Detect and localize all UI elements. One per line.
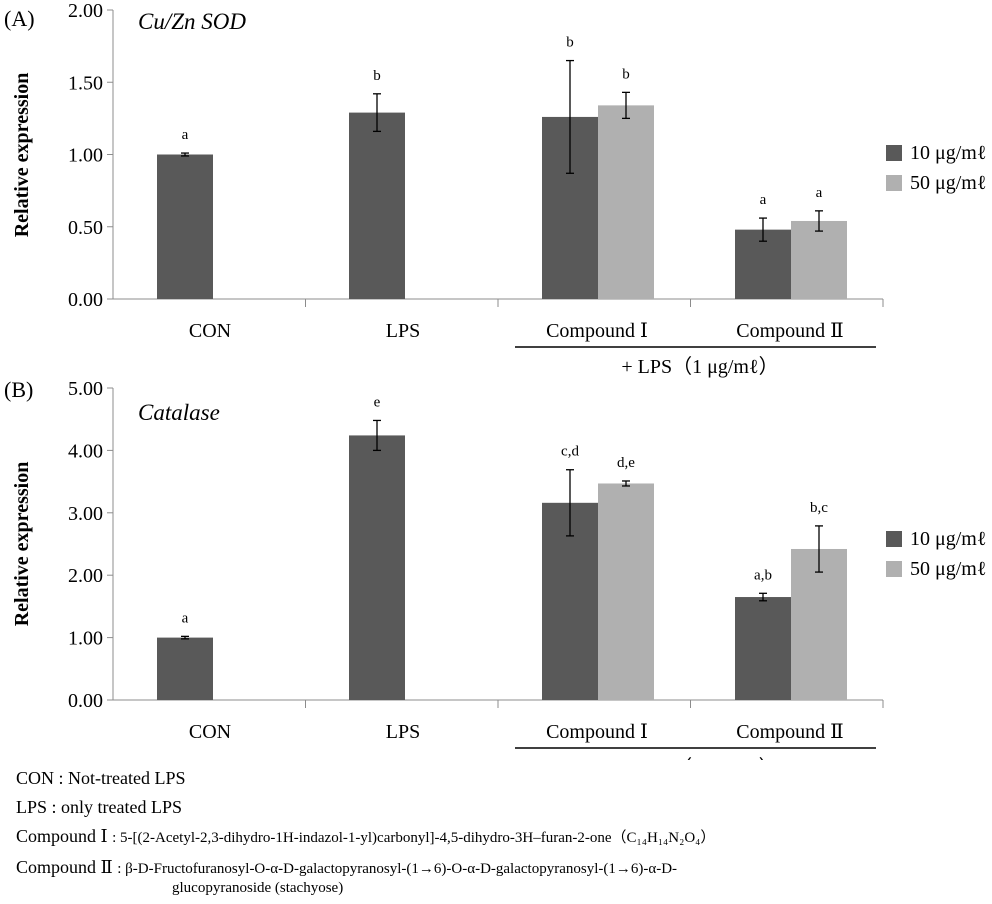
note-term: CON bbox=[16, 768, 55, 788]
significance-label: a bbox=[760, 192, 767, 208]
y-tick-label: 1.00 bbox=[68, 628, 103, 650]
bar bbox=[598, 483, 654, 700]
significance-label: b bbox=[622, 66, 630, 82]
footnotes: CON : Not-treated LPS LPS : only treated… bbox=[16, 764, 715, 898]
note-term: LPS bbox=[16, 797, 48, 817]
legend-panel-b: 10 μg/mℓ 50 μg/mℓ bbox=[886, 526, 986, 582]
panel-label: (B) bbox=[4, 377, 33, 402]
significance-label: b,c bbox=[810, 500, 828, 516]
significance-label: b bbox=[373, 68, 381, 84]
bar bbox=[349, 435, 405, 700]
significance-label: a bbox=[816, 185, 823, 201]
y-tick-label: 0.50 bbox=[68, 217, 103, 239]
x-tick-label: Compound Ⅰ bbox=[546, 320, 648, 342]
legend-swatch-10 bbox=[886, 531, 902, 547]
bar bbox=[791, 548, 847, 700]
note-con: CON : Not-treated LPS bbox=[16, 764, 715, 793]
legend-label-50: 50 μg/mℓ bbox=[910, 171, 987, 194]
y-axis-label: Relative expression bbox=[11, 462, 33, 627]
y-tick-label: 2.00 bbox=[68, 565, 103, 587]
chart-figure: (A) Cu/Zn SOD Relative expression 0.00 0.50 1… bbox=[4, 0, 884, 760]
note-def: : Not-treated LPS bbox=[58, 768, 186, 788]
legend-item-10: 10 μg/mℓ bbox=[886, 140, 986, 166]
note-compound-2-cont: glucopyranoside (stachyose) bbox=[172, 880, 344, 896]
group-label: + LPS（1 μg/mℓ） bbox=[621, 756, 778, 760]
significance-label: a,b bbox=[754, 567, 772, 583]
note-compound-2: Compound Ⅱ : β-D-Fructofuranosyl-O-α-D-g… bbox=[16, 853, 715, 884]
chart-title: Catalase bbox=[138, 400, 220, 425]
x-tick-label: Compound Ⅰ bbox=[546, 721, 648, 743]
legend-label-50: 50 μg/mℓ bbox=[910, 557, 987, 580]
y-tick-label: 5.00 bbox=[68, 378, 103, 400]
significance-label: b bbox=[566, 35, 574, 51]
y-tick-label: 1.50 bbox=[68, 72, 103, 94]
panel-label: (A) bbox=[4, 6, 35, 31]
y-tick-label: 3.00 bbox=[68, 503, 103, 525]
y-tick-label: 1.00 bbox=[68, 145, 103, 167]
bar bbox=[791, 220, 847, 299]
bar bbox=[735, 597, 791, 700]
legend-swatch-10 bbox=[886, 145, 902, 161]
significance-label: e bbox=[374, 394, 381, 410]
legend-label-10: 10 μg/mℓ bbox=[910, 527, 987, 550]
x-tick-label: LPS bbox=[386, 721, 420, 743]
significance-label: d,e bbox=[617, 455, 635, 471]
note-def: : 5-[(2-Acetyl-2,3-dihydro-1H-indazol-1-… bbox=[112, 830, 716, 846]
legend-item-10: 10 μg/mℓ bbox=[886, 526, 986, 552]
significance-label: a bbox=[182, 610, 189, 626]
chart-title: Cu/Zn SOD bbox=[138, 9, 246, 34]
legend-swatch-50 bbox=[886, 175, 902, 191]
x-tick-label: Compound Ⅱ bbox=[736, 721, 844, 743]
legend-swatch-50 bbox=[886, 561, 902, 577]
legend-label-10: 10 μg/mℓ bbox=[910, 141, 987, 164]
note-term: Compound Ⅰ bbox=[16, 826, 108, 846]
y-tick-label: 0.00 bbox=[68, 690, 103, 712]
note-def: : only treated LPS bbox=[51, 797, 183, 817]
x-tick-label: CON bbox=[189, 320, 231, 342]
bar bbox=[598, 105, 654, 300]
y-tick-label: 4.00 bbox=[68, 440, 103, 462]
y-tick-label: 2.00 bbox=[68, 0, 103, 22]
legend-item-50: 50 μg/mℓ bbox=[886, 170, 986, 196]
note-lps: LPS : only treated LPS bbox=[16, 793, 715, 822]
y-axis-label: Relative expression bbox=[11, 73, 33, 238]
significance-label: c,d bbox=[561, 444, 579, 460]
y-tick-label: 0.00 bbox=[68, 289, 103, 311]
bar bbox=[157, 637, 213, 700]
note-term: Compound Ⅱ bbox=[16, 857, 113, 877]
x-tick-label: LPS bbox=[386, 320, 420, 342]
bar bbox=[349, 112, 405, 299]
bar bbox=[157, 154, 213, 299]
note-def: : β-D-Fructofuranosyl-O-α-D-galactopyran… bbox=[117, 861, 678, 877]
legend-panel-a: 10 μg/mℓ 50 μg/mℓ bbox=[886, 140, 986, 196]
x-tick-label: Compound Ⅱ bbox=[736, 320, 844, 342]
legend-item-50: 50 μg/mℓ bbox=[886, 556, 986, 582]
group-label: + LPS（1 μg/mℓ） bbox=[621, 355, 778, 378]
note-compound-1: Compound Ⅰ : 5-[(2-Acetyl-2,3-dihydro-1H… bbox=[16, 822, 715, 853]
x-tick-label: CON bbox=[189, 721, 231, 743]
significance-label: a bbox=[182, 127, 189, 143]
